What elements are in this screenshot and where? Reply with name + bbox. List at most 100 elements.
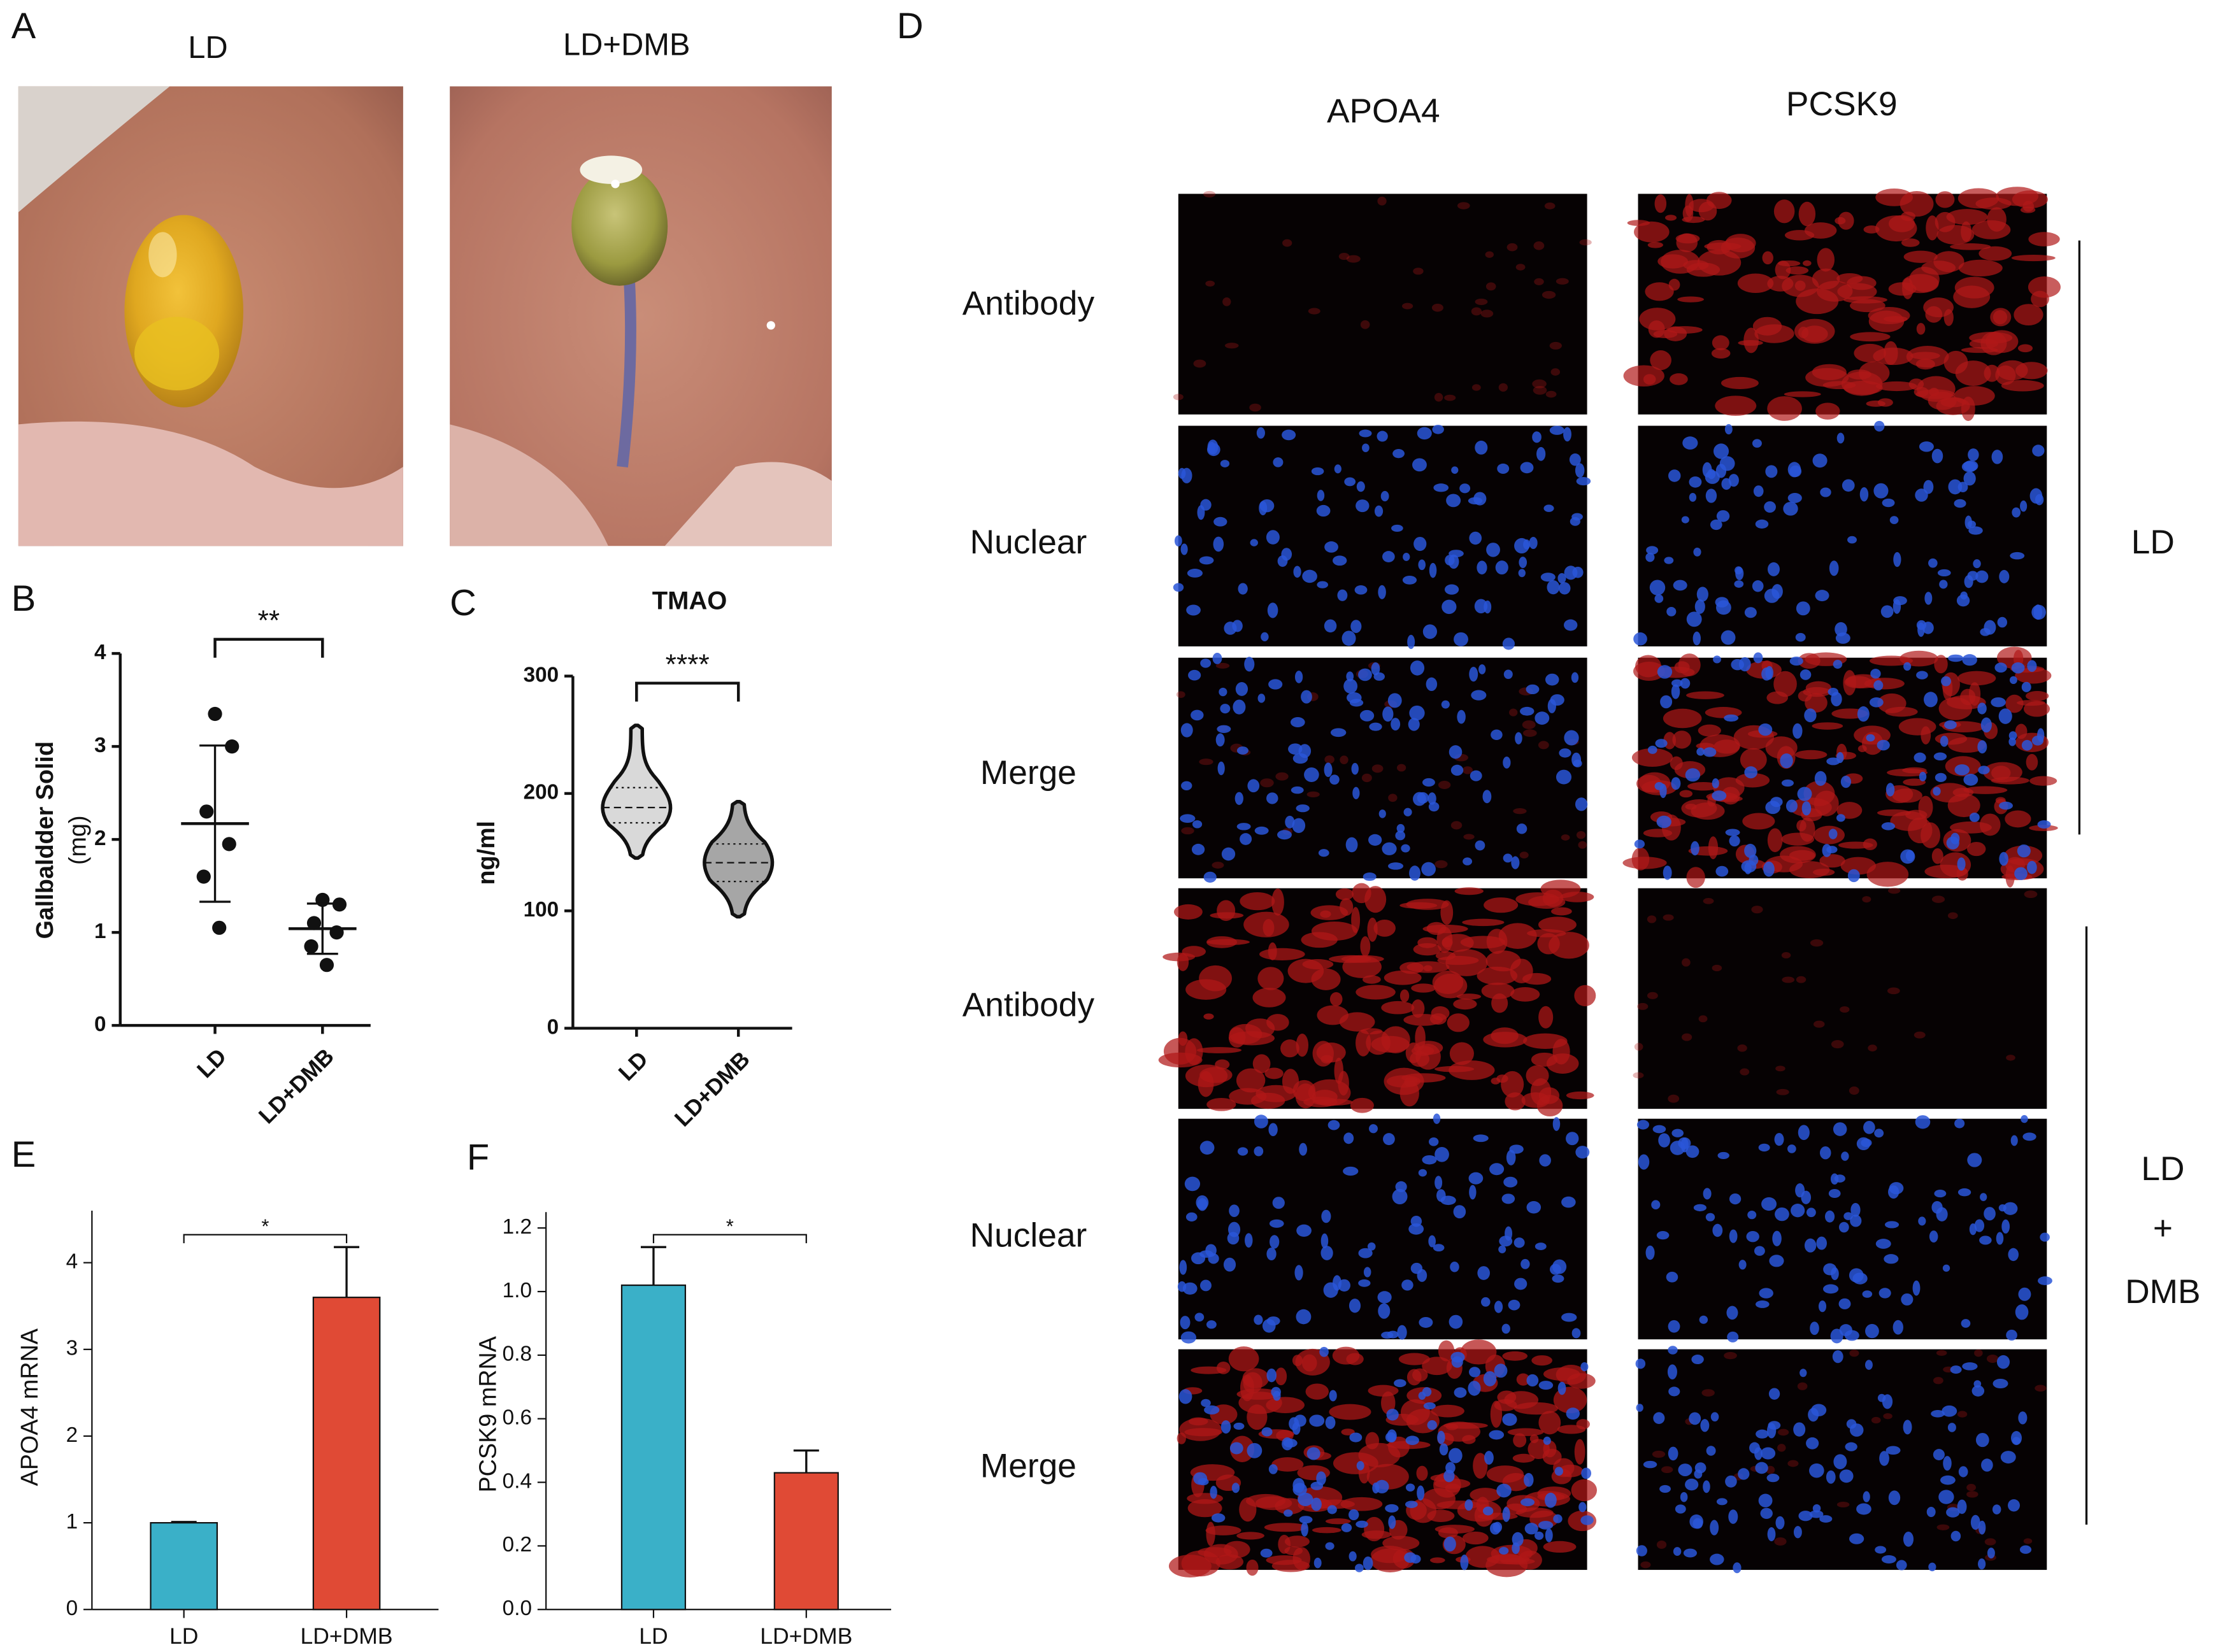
- stain: [1360, 936, 1371, 957]
- nucleus: [1396, 823, 1405, 833]
- nucleus: [1685, 1145, 1699, 1158]
- nucleus: [1302, 569, 1317, 583]
- nucleus: [1316, 504, 1331, 517]
- nucleus: [1480, 1297, 1491, 1307]
- stain: [1740, 1068, 1750, 1076]
- stain: [1670, 373, 1688, 385]
- stain: [1177, 1432, 1186, 1444]
- nucleus: [1903, 662, 1912, 671]
- stain: [1974, 1349, 1983, 1357]
- nucleus: [1828, 829, 1838, 839]
- stain: [1844, 676, 1872, 688]
- nucleus: [2008, 737, 2016, 746]
- nucleus: [1515, 732, 1522, 744]
- nucleus: [1942, 1405, 1957, 1417]
- nucleus: [1344, 477, 1356, 487]
- nucleus: [1173, 583, 1184, 592]
- nucleus: [1489, 1430, 1505, 1440]
- nucleus: [1391, 524, 1403, 532]
- panel-letter: B: [11, 578, 36, 619]
- nucleus: [1435, 1176, 1443, 1190]
- photo-ld-dmb: [450, 86, 832, 546]
- nucleus: [1402, 575, 1417, 585]
- stain: [1622, 857, 1667, 869]
- nucleus: [1285, 815, 1295, 829]
- nucleus: [1967, 1153, 1982, 1167]
- nucleus: [1865, 1323, 1879, 1339]
- nucleus: [1842, 479, 1855, 492]
- nucleus: [1556, 769, 1572, 785]
- stain: [1249, 403, 1261, 412]
- nucleus: [1795, 632, 1806, 642]
- stain: [1422, 1356, 1452, 1376]
- nucleus: [1828, 1188, 1841, 1199]
- nucleus: [1928, 558, 1938, 568]
- nucleus: [1266, 1247, 1277, 1261]
- nucleus: [1881, 1555, 1896, 1564]
- nucleus: [1787, 462, 1801, 478]
- nucleus: [1811, 1404, 1827, 1416]
- stain: [1670, 756, 1683, 771]
- stain: [1838, 841, 1873, 849]
- stain: [2023, 1538, 2033, 1544]
- stain: [1275, 1367, 1287, 1386]
- stain: [1403, 1014, 1443, 1026]
- stain: [1449, 1042, 1474, 1065]
- stain: [1933, 251, 1964, 273]
- nucleus: [1381, 1331, 1394, 1339]
- stain: [1545, 390, 1557, 398]
- nucleus: [1710, 1553, 1724, 1565]
- stain: [1438, 781, 1451, 790]
- nucleus: [1185, 1212, 1198, 1221]
- nucleus: [1437, 1430, 1445, 1444]
- stain: [1883, 316, 1908, 322]
- stain: [1947, 912, 1958, 920]
- nucleus: [1563, 427, 1571, 442]
- nucleus: [1538, 1381, 1554, 1390]
- nucleus: [1498, 1245, 1506, 1253]
- nucleus: [1578, 1502, 1587, 1513]
- nucleus: [1734, 580, 1744, 588]
- stain: [1887, 887, 1901, 894]
- stain: [1936, 1524, 1950, 1530]
- nucleus: [1755, 1300, 1770, 1308]
- nucleus: [1940, 1475, 1956, 1485]
- y-tick-label: 300: [524, 663, 559, 687]
- stain: [1866, 862, 1909, 887]
- stain: [1711, 348, 1731, 359]
- nucleus: [1926, 1507, 1936, 1518]
- stain: [2014, 304, 2043, 326]
- nucleus: [1553, 1514, 1563, 1523]
- nucleus: [1417, 427, 1432, 440]
- nucleus: [1793, 1422, 1806, 1437]
- stain: [1767, 396, 1802, 421]
- x-tick-label: LD+DMB: [669, 1046, 755, 1132]
- stain: [2023, 701, 2050, 717]
- nucleus: [1349, 699, 1364, 707]
- nucleus: [1696, 747, 1705, 756]
- stain: [1677, 296, 1704, 303]
- nucleus: [1799, 669, 1812, 680]
- nucleus: [1457, 709, 1466, 724]
- nucleus: [1666, 606, 1677, 616]
- stain: [1305, 1383, 1329, 1400]
- nucleus: [1356, 481, 1365, 492]
- stain: [1373, 920, 1396, 937]
- nucleus: [1324, 541, 1338, 553]
- stain: [1647, 241, 1663, 248]
- nucleus: [1292, 818, 1306, 833]
- nucleus: [1792, 723, 1803, 739]
- nucleus: [1543, 1436, 1551, 1445]
- nucleus: [1781, 779, 1794, 787]
- stain: [2024, 890, 2038, 899]
- nucleus: [1646, 546, 1659, 555]
- nucleus: [1712, 1223, 1723, 1237]
- stain: [1782, 976, 1795, 983]
- nucleus: [1543, 504, 1554, 512]
- stain: [1737, 273, 1774, 294]
- nucleus: [1502, 1507, 1510, 1522]
- nucleus: [1359, 429, 1372, 438]
- stain: [1650, 350, 1671, 371]
- nucleus: [1313, 1557, 1322, 1569]
